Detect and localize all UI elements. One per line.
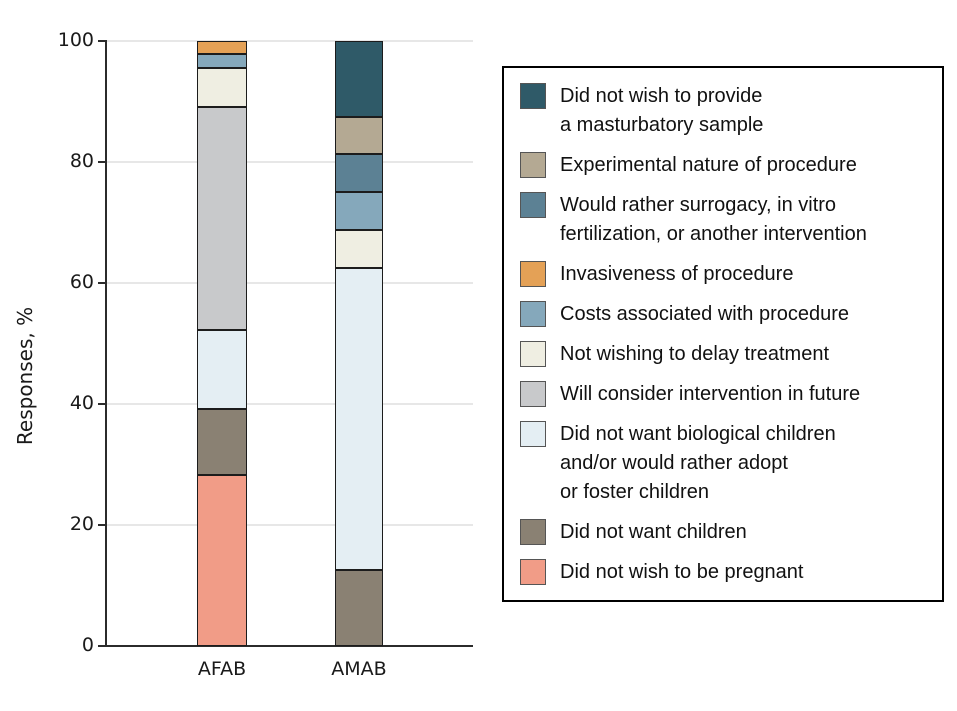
gridline: [107, 282, 473, 284]
legend-color-swatch: [520, 152, 546, 178]
legend-item: Did not want children: [520, 518, 932, 547]
legend-label: Not wishing to delay treatment: [560, 343, 830, 365]
x-category-label-afab: AFAB: [197, 658, 247, 680]
legend-item: Will consider intervention in future: [520, 380, 932, 409]
legend-item: Not wishing to delay treatment: [520, 340, 932, 369]
y-tick-label: 40: [69, 392, 94, 415]
bar-segment: [335, 192, 383, 231]
legend-label: Did not wish to be pregnant: [560, 561, 804, 583]
legend-label: Invasiveness of procedure: [560, 263, 794, 285]
bar-segment: [197, 41, 247, 55]
legend-box: Did not wish to provide a masturbatory s…: [502, 66, 944, 602]
bar-segment: [197, 330, 247, 409]
legend-label: Did not want biological children and/or …: [560, 423, 836, 503]
legend-label: Did not want children: [560, 521, 747, 543]
legend-color-swatch: [520, 261, 546, 287]
legend-color-swatch: [520, 381, 546, 407]
legend-color-swatch: [520, 301, 546, 327]
bar-segment: [335, 267, 383, 571]
legend-item: Would rather surrogacy, in vitro fertili…: [520, 191, 932, 249]
bar-segment: [197, 408, 247, 475]
x-axis-spine: [105, 645, 473, 647]
legend-color-swatch: [520, 192, 546, 218]
legend-label: Would rather surrogacy, in vitro fertili…: [560, 194, 867, 245]
legend-label: Costs associated with procedure: [560, 303, 850, 325]
legend-item: Did not want biological children and/or …: [520, 420, 932, 507]
legend-item: Experimental nature of procedure: [520, 151, 932, 180]
legend-label: Did not wish to provide a masturbatory s…: [560, 85, 764, 136]
y-tick-label: 0: [81, 634, 94, 657]
y-tick-mark: [98, 40, 105, 42]
bar-segment: [335, 116, 383, 155]
legend-color-swatch: [520, 83, 546, 109]
legend-item: Did not wish to provide a masturbatory s…: [520, 82, 932, 140]
y-tick-label: 80: [69, 150, 94, 173]
y-tick-mark: [98, 524, 105, 526]
x-category-label-amab: AMAB: [331, 658, 387, 680]
legend-color-swatch: [520, 519, 546, 545]
plot-area: [107, 40, 473, 646]
legend-color-swatch: [520, 341, 546, 367]
y-tick-mark: [98, 403, 105, 405]
legend-color-swatch: [520, 421, 546, 447]
bar-segment: [197, 67, 247, 107]
legend-item: Invasiveness of procedure: [520, 260, 932, 289]
bar-segment: [197, 54, 247, 68]
legend-item: Costs associated with procedure: [520, 300, 932, 329]
y-tick-mark: [98, 645, 105, 647]
legend-color-swatch: [520, 559, 546, 585]
y-axis-spine: [105, 40, 107, 647]
bar-segment: [335, 570, 383, 646]
y-tick-mark: [98, 282, 105, 284]
bar-segment: [197, 106, 247, 331]
legend-label: Experimental nature of procedure: [560, 154, 857, 176]
y-tick-label: 100: [57, 29, 94, 52]
y-tick-label: 60: [69, 271, 94, 294]
legend-item: Did not wish to be pregnant: [520, 558, 932, 587]
gridline: [107, 403, 473, 405]
bar-segment: [335, 230, 383, 268]
gridline: [107, 40, 473, 42]
y-tick-mark: [98, 161, 105, 163]
y-axis-title: Responses, %: [13, 306, 37, 446]
gridline: [107, 524, 473, 526]
bar-segment: [197, 474, 247, 646]
y-tick-label: 20: [69, 513, 94, 536]
bar-segment: [335, 41, 383, 117]
bar-segment: [335, 154, 383, 193]
legend-label: Will consider intervention in future: [560, 383, 861, 405]
gridline: [107, 161, 473, 163]
